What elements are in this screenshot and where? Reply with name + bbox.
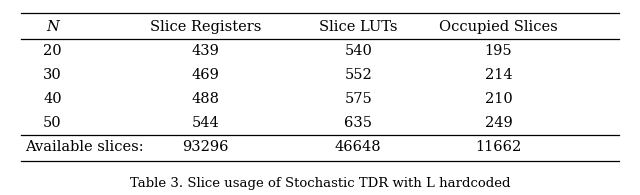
Text: 552: 552 [344, 68, 372, 82]
Text: 40: 40 [43, 92, 61, 106]
Text: 50: 50 [43, 116, 61, 130]
Text: 488: 488 [191, 92, 220, 106]
Text: Occupied Slices: Occupied Slices [439, 20, 558, 34]
Text: 469: 469 [191, 68, 220, 82]
Text: 210: 210 [484, 92, 512, 106]
Text: 635: 635 [344, 116, 372, 130]
Text: 30: 30 [43, 68, 61, 82]
Text: Available slices:: Available slices: [25, 140, 143, 154]
Text: N: N [46, 20, 59, 34]
Text: 195: 195 [484, 44, 512, 58]
Text: 439: 439 [191, 44, 220, 58]
Text: 540: 540 [344, 44, 372, 58]
Text: 20: 20 [43, 44, 61, 58]
Text: 46648: 46648 [335, 140, 381, 154]
Text: Slice Registers: Slice Registers [150, 20, 261, 34]
Text: 249: 249 [484, 116, 512, 130]
Text: Table 3. Slice usage of Stochastic TDR with L hardcoded: Table 3. Slice usage of Stochastic TDR w… [130, 177, 510, 191]
Text: Slice LUTs: Slice LUTs [319, 20, 397, 34]
Text: 575: 575 [344, 92, 372, 106]
Text: 11662: 11662 [476, 140, 522, 154]
Text: 93296: 93296 [182, 140, 228, 154]
Text: 214: 214 [484, 68, 512, 82]
Text: 544: 544 [191, 116, 219, 130]
